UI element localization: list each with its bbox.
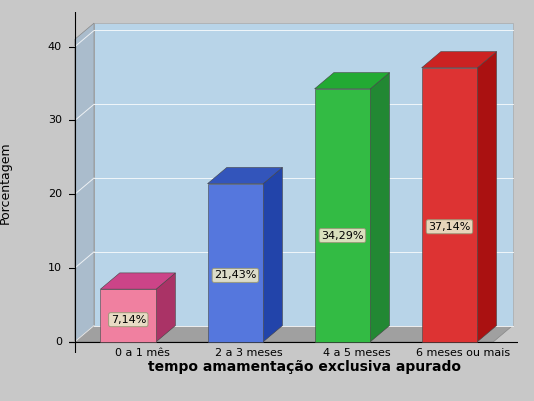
Text: 6 meses ou mais: 6 meses ou mais <box>417 348 511 358</box>
Polygon shape <box>315 89 370 342</box>
Polygon shape <box>156 273 175 342</box>
Polygon shape <box>263 168 282 342</box>
Polygon shape <box>477 52 497 342</box>
Text: Porcentagem: Porcentagem <box>0 141 12 224</box>
Polygon shape <box>208 184 263 342</box>
Text: tempo amamentação exclusiva apurado: tempo amamentação exclusiva apurado <box>148 360 461 374</box>
Text: 37,14%: 37,14% <box>428 222 470 232</box>
Text: 20: 20 <box>48 189 62 199</box>
Text: 7,14%: 7,14% <box>111 315 146 325</box>
Polygon shape <box>94 23 513 326</box>
Polygon shape <box>75 326 513 342</box>
Text: 34,29%: 34,29% <box>321 231 364 241</box>
Text: 10: 10 <box>48 263 62 273</box>
Polygon shape <box>75 23 94 342</box>
Text: 21,43%: 21,43% <box>214 270 256 280</box>
Polygon shape <box>100 273 175 289</box>
Polygon shape <box>100 289 156 342</box>
Polygon shape <box>315 73 389 89</box>
Text: 0: 0 <box>55 337 62 347</box>
Text: 2 a 3 meses: 2 a 3 meses <box>215 348 283 358</box>
Polygon shape <box>422 52 497 68</box>
Polygon shape <box>208 168 282 184</box>
Polygon shape <box>422 68 477 342</box>
Text: 4 a 5 meses: 4 a 5 meses <box>323 348 390 358</box>
Polygon shape <box>370 73 389 342</box>
Text: 30: 30 <box>48 115 62 126</box>
Text: 40: 40 <box>48 42 62 52</box>
Text: 0 a 1 mês: 0 a 1 mês <box>115 348 170 358</box>
